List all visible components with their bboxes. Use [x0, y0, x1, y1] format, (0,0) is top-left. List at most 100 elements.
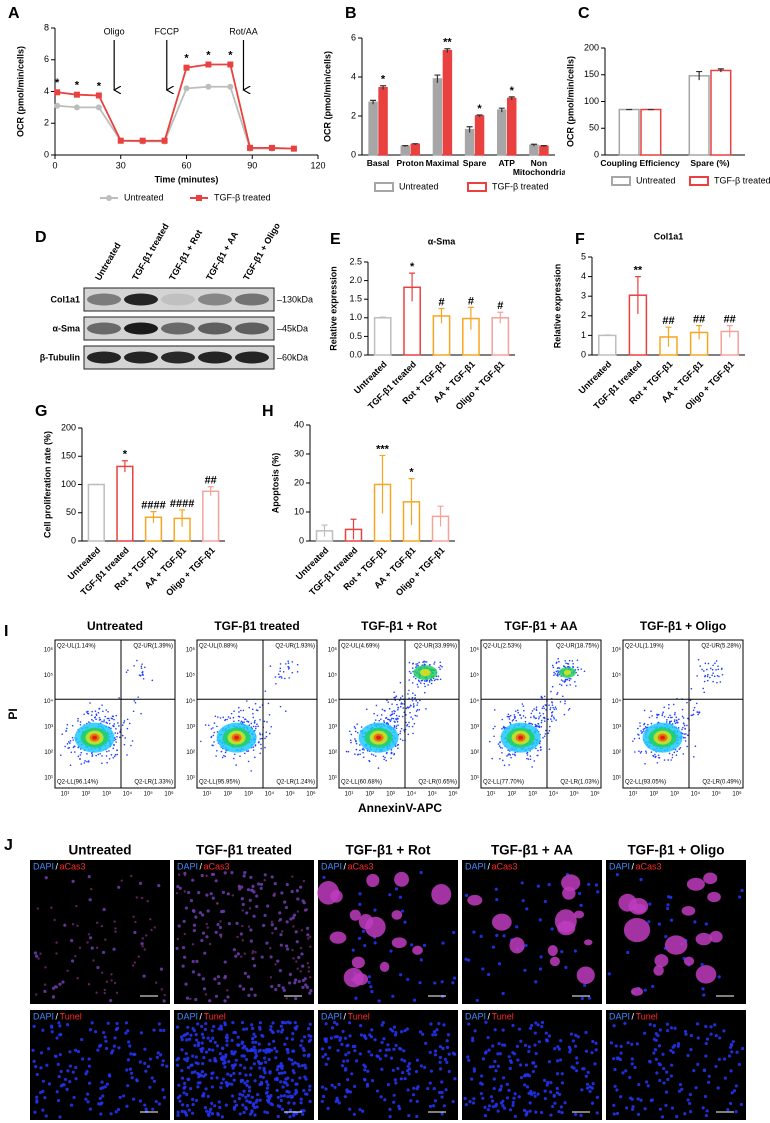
data-point [183, 85, 190, 92]
nucleus [288, 1108, 293, 1112]
cell-signal [115, 991, 119, 995]
nucleus [403, 920, 407, 924]
nucleus [406, 1088, 410, 1092]
event-dot [115, 714, 118, 717]
event-dot [92, 720, 95, 722]
event-dot [117, 722, 119, 724]
event-dot [551, 664, 554, 667]
nucleus [540, 1025, 544, 1029]
y-tick-label: 0 [44, 149, 49, 159]
event-dot [542, 737, 544, 739]
nucleus [472, 930, 476, 934]
nucleus [84, 1097, 88, 1101]
nucleus [673, 1026, 677, 1030]
y-tick-label: 10¹ [612, 776, 621, 782]
cell-signal [149, 917, 152, 921]
event-dot [399, 705, 402, 708]
significance-label: * [184, 53, 189, 65]
nucleus [175, 1025, 180, 1029]
cell-cluster [547, 945, 558, 957]
nucleus [338, 1038, 342, 1042]
lane-label: Untreated [93, 241, 123, 282]
nucleus [330, 1026, 335, 1030]
nucleus [400, 909, 405, 913]
nucleus [301, 1112, 305, 1116]
nucleus [224, 1035, 229, 1040]
nucleus [190, 1063, 194, 1067]
event-dot [541, 719, 543, 722]
nucleus [244, 1047, 249, 1051]
y-axis-label: Relative expression [552, 264, 562, 349]
error-bar [696, 325, 703, 340]
y-tick-label: 0 [351, 149, 356, 159]
nucleus [531, 1061, 535, 1065]
event-dot [550, 715, 553, 718]
cell-cluster [695, 932, 713, 946]
cell-cluster [491, 913, 512, 931]
nucleus [196, 1061, 200, 1066]
x-tick-label-box: Spare (%) [690, 159, 730, 168]
event-dot [355, 742, 358, 745]
cell-signal [307, 937, 310, 940]
event-dot [254, 756, 256, 759]
event-dot [256, 723, 258, 726]
nucleus [74, 1065, 78, 1070]
error-bar [370, 99, 377, 105]
nucleus [308, 991, 312, 995]
nucleus [191, 959, 195, 964]
nucleus [563, 1101, 567, 1105]
cell-signal [247, 925, 251, 928]
nucleus [558, 1058, 563, 1062]
event-dot [675, 716, 678, 718]
image-title: TGF-β1 + Oligo [627, 843, 724, 858]
cell-cluster [317, 881, 340, 905]
nucleus [302, 901, 306, 905]
nucleus [261, 1075, 265, 1079]
event-dot [411, 718, 414, 720]
nucleus [418, 1030, 423, 1034]
event-dot [415, 666, 417, 669]
nucleus [232, 1078, 236, 1082]
nucleus [378, 1049, 382, 1053]
nucleus [437, 1090, 442, 1095]
event-dot [511, 719, 514, 722]
cell-cluster [349, 909, 361, 921]
nucleus [102, 1030, 106, 1035]
nucleus [239, 932, 243, 936]
cell-signal [205, 874, 208, 878]
event-dot [682, 717, 685, 719]
event-dot [287, 662, 290, 664]
event-dot [250, 770, 252, 772]
event-dot [91, 755, 93, 757]
event-dot [277, 673, 280, 676]
nucleus [294, 996, 298, 1001]
nucleus [466, 1055, 470, 1059]
nucleus [324, 1062, 328, 1067]
nucleus [250, 1095, 254, 1099]
nucleus [250, 888, 254, 892]
nucleus [472, 1069, 476, 1073]
nucleus [285, 920, 289, 924]
nucleus [410, 943, 414, 947]
event-dot [70, 751, 73, 754]
event-dot [212, 727, 214, 729]
nucleus [210, 1101, 214, 1106]
nucleus [464, 893, 469, 897]
nucleus [648, 1059, 652, 1063]
nucleus [180, 1037, 184, 1042]
nucleus [340, 1042, 344, 1046]
nucleus [251, 1026, 255, 1031]
nucleus [588, 1089, 592, 1093]
cell-signal [183, 932, 187, 936]
nucleus [652, 1023, 656, 1028]
quadrant-label: Q2-UR(18.75%) [556, 644, 599, 650]
nucleus [41, 1089, 45, 1094]
y-tick-label: 200 [584, 42, 599, 52]
event-dot [517, 709, 519, 712]
nucleus [671, 1050, 675, 1054]
nucleus [184, 982, 188, 986]
nucleus [230, 1038, 234, 1042]
x-tick-label: Spare (%) [690, 159, 730, 168]
y-tick-label: 10⁴ [470, 698, 480, 705]
cell-signal [66, 969, 69, 972]
